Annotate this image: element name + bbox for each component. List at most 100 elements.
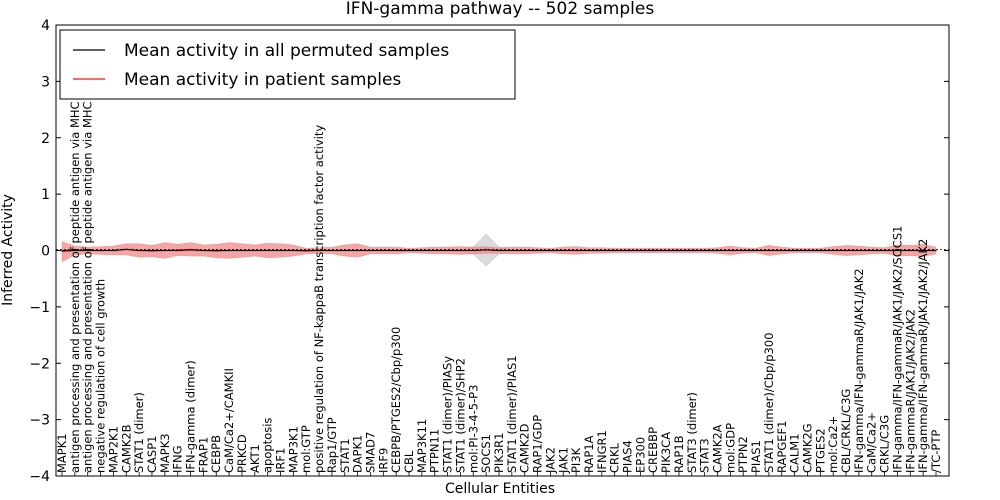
category-label: CBL <box>402 450 416 473</box>
category-label: PIK3R1 <box>492 433 506 474</box>
permuted-line-point <box>575 249 577 252</box>
category-label: negative regulation of cell growth <box>94 279 108 473</box>
category-label: positive regulation of NF-kappaB transcr… <box>312 125 326 473</box>
permuted-line-point <box>357 249 359 252</box>
category-label: PIK3CA <box>659 432 673 473</box>
category-label: CRKL <box>608 442 622 473</box>
category-label: RAP1A <box>582 435 596 473</box>
category-label: STAT3 <box>698 438 712 473</box>
permuted-line-point <box>215 249 217 252</box>
category-label: CREBBP <box>646 427 660 473</box>
series-lines <box>61 248 937 253</box>
category-label: antigen processing and presentation of p… <box>81 59 95 473</box>
permuted-line-point <box>447 249 449 252</box>
category-label: IFN-gamma/IFN-gammaR/JAK1/JAK2/JAK2 <box>916 239 930 473</box>
category-label: DAPK1 <box>351 435 365 473</box>
patient-band <box>61 241 937 263</box>
category-label: mol:GTP <box>299 425 313 473</box>
category-label: IFNG <box>171 445 185 473</box>
y-tick-label: −4 <box>29 469 50 485</box>
permuted-line-point <box>472 249 474 252</box>
permuted-line-point <box>112 249 114 252</box>
permuted-line-point <box>61 249 63 252</box>
category-label: PTPN2 <box>736 436 750 473</box>
category-label: FRAP1 <box>196 437 210 473</box>
y-tick-label: 4 <box>41 18 50 34</box>
permuted-line-point <box>614 249 616 252</box>
category-label: apoptosis <box>261 418 275 473</box>
y-axis-label: Inferred Activity <box>0 194 16 306</box>
category-label: PIAS1 <box>749 440 763 473</box>
category-label: MAPK1 <box>55 433 69 473</box>
category-label: STAT1 (dimer)/Cbp/p300 <box>762 332 776 473</box>
permuted-line-point <box>408 249 410 252</box>
permuted-line-point <box>164 249 166 252</box>
category-label: CAMK2D <box>518 423 532 473</box>
x-axis-ticks <box>61 472 937 476</box>
permuted-line-point <box>639 249 642 252</box>
permuted-line-point <box>626 249 629 252</box>
permuted-line-point <box>305 249 307 252</box>
permuted-line-point <box>794 249 796 252</box>
permuted-line-point <box>755 249 757 252</box>
category-label: PTGES2 <box>813 428 827 473</box>
permuted-line-point <box>652 249 654 252</box>
category-label: SOCS1 <box>479 434 493 473</box>
category-label: IFN-gamma (dimer) <box>184 360 198 473</box>
category-label: CALM1 <box>788 433 802 473</box>
chart-title: IFN-gamma pathway -- 502 samples <box>346 0 655 19</box>
permuted-line-point <box>562 249 564 252</box>
category-label: CEBPB <box>209 435 223 473</box>
permuted-line-point <box>781 249 783 252</box>
plot-frame <box>55 24 950 477</box>
permuted-line-point <box>344 249 346 252</box>
category-label: SMAD7 <box>364 432 378 473</box>
permuted-line-point <box>691 249 693 252</box>
category-label: CEBPB/PTGES2/Cbp/p300 <box>389 327 403 473</box>
y-tick-label: 0 <box>41 244 50 260</box>
y-tick-label: −1 <box>29 300 50 316</box>
category-label: /TC-PTP <box>929 430 943 473</box>
category-label: PI3K <box>569 447 583 473</box>
permuted-line-point <box>768 249 770 252</box>
permuted-line-point <box>318 249 320 252</box>
category-label: antigen processing and presentation of p… <box>68 62 82 473</box>
permuted-line-point <box>87 249 89 252</box>
legend-box <box>59 29 516 100</box>
category-label: CAMK2A <box>711 424 725 473</box>
permuted-line-point <box>228 249 230 252</box>
permuted-line-point <box>909 249 911 252</box>
permuted-line-point <box>434 249 436 252</box>
legend-permuted-label: Mean activity in all permuted samples <box>124 41 449 61</box>
permuted-line-point <box>511 249 513 252</box>
y-tick-label: −3 <box>29 413 50 429</box>
permuted-line-point <box>729 249 732 252</box>
permuted-line-point <box>279 249 282 252</box>
category-label: STAT1 (dimer)/PIASy <box>441 356 455 473</box>
category-label: IRF9 <box>376 448 390 473</box>
category-label: MAP3K1 <box>286 426 300 473</box>
permuted-line-point <box>382 249 384 252</box>
category-label: MAPK3 <box>158 433 172 473</box>
legend: Mean activity in all permuted samples Me… <box>59 29 516 100</box>
category-label: MAP2K1 <box>106 426 120 473</box>
permuted-line-point <box>704 249 706 252</box>
category-label: JAK1 <box>556 447 570 474</box>
permuted-line-point <box>254 249 256 252</box>
permuted-line-point <box>292 249 294 252</box>
permuted-line-point <box>588 249 590 252</box>
category-label: MAP3K11 <box>415 419 429 473</box>
category-label: IFN-gammaR/JAK1/JAK2/JAK2 <box>903 309 917 473</box>
permuted-line-point <box>189 249 192 251</box>
legend-patient-label: Mean activity in patient samples <box>124 70 401 90</box>
category-label: STAT1 <box>338 438 352 473</box>
permuted-line-point <box>138 249 140 252</box>
permuted-line-point <box>125 248 127 250</box>
permuted-line-point <box>716 249 719 252</box>
permuted-line-point <box>871 249 873 252</box>
category-label: STAT1 (dimer)/SHP2 <box>453 358 467 473</box>
category-label: JAK2 <box>543 447 557 474</box>
category-label: CAMK2G <box>801 423 815 473</box>
